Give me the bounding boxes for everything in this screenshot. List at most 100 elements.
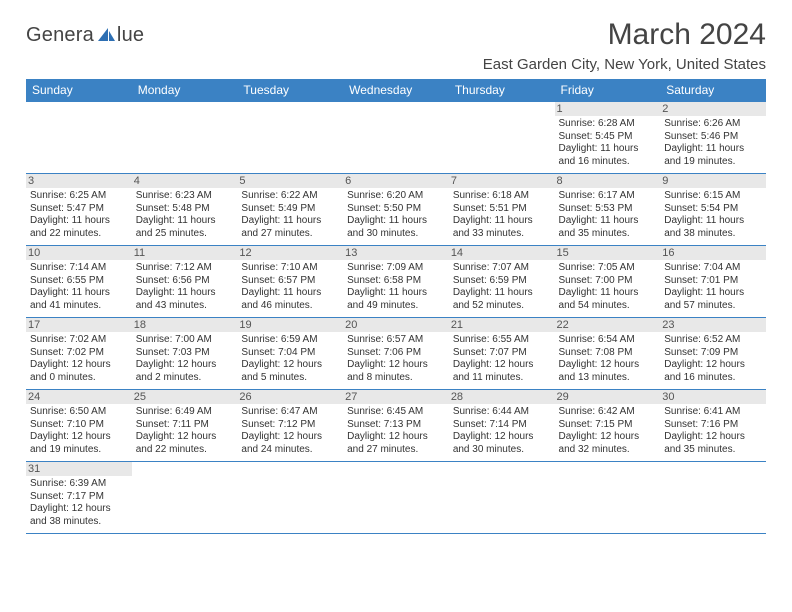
daylight-line: Daylight: 12 hours and 0 minutes. — [30, 359, 128, 384]
calendar-cell: 20Sunrise: 6:57 AMSunset: 7:06 PMDayligh… — [343, 318, 449, 390]
sunset-line: Sunset: 7:15 PM — [559, 419, 657, 432]
daylight-line: Daylight: 11 hours and 35 minutes. — [559, 215, 657, 240]
day-number: 31 — [26, 462, 132, 476]
day-number: 11 — [132, 246, 238, 260]
calendar-row: 3Sunrise: 6:25 AMSunset: 5:47 PMDaylight… — [26, 174, 766, 246]
sunrise-line: Sunrise: 6:50 AM — [30, 406, 128, 419]
calendar-cell: 13Sunrise: 7:09 AMSunset: 6:58 PMDayligh… — [343, 246, 449, 318]
sunrise-line: Sunrise: 7:07 AM — [453, 262, 551, 275]
sunrise-line: Sunrise: 6:55 AM — [453, 334, 551, 347]
day-details: Sunrise: 7:07 AMSunset: 6:59 PMDaylight:… — [453, 262, 551, 312]
sunset-line: Sunset: 7:07 PM — [453, 347, 551, 360]
logo: Genera lue — [26, 24, 144, 47]
daylight-line: Daylight: 11 hours and 19 minutes. — [664, 143, 762, 168]
daylight-line: Daylight: 12 hours and 2 minutes. — [136, 359, 234, 384]
calendar-cell: 14Sunrise: 7:07 AMSunset: 6:59 PMDayligh… — [449, 246, 555, 318]
day-number: 7 — [449, 174, 555, 188]
calendar-row: 1Sunrise: 6:28 AMSunset: 5:45 PMDaylight… — [26, 102, 766, 174]
day-details: Sunrise: 6:45 AMSunset: 7:13 PMDaylight:… — [347, 406, 445, 456]
daylight-line: Daylight: 11 hours and 49 minutes. — [347, 287, 445, 312]
sunrise-line: Sunrise: 6:15 AM — [664, 190, 762, 203]
sunset-line: Sunset: 7:10 PM — [30, 419, 128, 432]
day-details: Sunrise: 6:54 AMSunset: 7:08 PMDaylight:… — [559, 334, 657, 384]
day-number: 19 — [237, 318, 343, 332]
daylight-line: Daylight: 12 hours and 13 minutes. — [559, 359, 657, 384]
calendar-row: 24Sunrise: 6:50 AMSunset: 7:10 PMDayligh… — [26, 390, 766, 462]
sunset-line: Sunset: 5:46 PM — [664, 131, 762, 144]
day-details: Sunrise: 6:42 AMSunset: 7:15 PMDaylight:… — [559, 406, 657, 456]
calendar-cell: 18Sunrise: 7:00 AMSunset: 7:03 PMDayligh… — [132, 318, 238, 390]
sunset-line: Sunset: 6:57 PM — [241, 275, 339, 288]
calendar-cell: 17Sunrise: 7:02 AMSunset: 7:02 PMDayligh… — [26, 318, 132, 390]
calendar-cell: 16Sunrise: 7:04 AMSunset: 7:01 PMDayligh… — [660, 246, 766, 318]
sunset-line: Sunset: 6:58 PM — [347, 275, 445, 288]
day-details: Sunrise: 6:18 AMSunset: 5:51 PMDaylight:… — [453, 190, 551, 240]
sunrise-line: Sunrise: 6:57 AM — [347, 334, 445, 347]
day-details: Sunrise: 6:23 AMSunset: 5:48 PMDaylight:… — [136, 190, 234, 240]
daylight-line: Daylight: 11 hours and 46 minutes. — [241, 287, 339, 312]
calendar-cell: 1Sunrise: 6:28 AMSunset: 5:45 PMDaylight… — [555, 102, 661, 174]
calendar-cell: 6Sunrise: 6:20 AMSunset: 5:50 PMDaylight… — [343, 174, 449, 246]
calendar-cell: 2Sunrise: 6:26 AMSunset: 5:46 PMDaylight… — [660, 102, 766, 174]
daylight-line: Daylight: 11 hours and 25 minutes. — [136, 215, 234, 240]
daylight-line: Daylight: 12 hours and 16 minutes. — [664, 359, 762, 384]
sunset-line: Sunset: 7:02 PM — [30, 347, 128, 360]
day-details: Sunrise: 6:25 AMSunset: 5:47 PMDaylight:… — [30, 190, 128, 240]
calendar-cell-empty — [132, 462, 238, 534]
day-details: Sunrise: 6:57 AMSunset: 7:06 PMDaylight:… — [347, 334, 445, 384]
day-details: Sunrise: 6:20 AMSunset: 5:50 PMDaylight:… — [347, 190, 445, 240]
sunrise-line: Sunrise: 6:39 AM — [30, 478, 128, 491]
calendar-cell: 31 Sunrise: 6:39 AMSunset: 7:17 PMDayligh… — [26, 462, 132, 534]
daylight-line: Daylight: 11 hours and 57 minutes. — [664, 287, 762, 312]
sunset-line: Sunset: 7:06 PM — [347, 347, 445, 360]
day-details: Sunrise: 6:17 AMSunset: 5:53 PMDaylight:… — [559, 190, 657, 240]
sunrise-line: Sunrise: 6:20 AM — [347, 190, 445, 203]
sunrise-line: Sunrise: 6:25 AM — [30, 190, 128, 203]
day-number: 18 — [132, 318, 238, 332]
day-details: Sunrise: 6:39 AMSunset: 7:17 PMDaylight:… — [30, 478, 128, 528]
day-details: Sunrise: 7:02 AMSunset: 7:02 PMDaylight:… — [30, 334, 128, 384]
day-details: Sunrise: 6:50 AMSunset: 7:10 PMDaylight:… — [30, 406, 128, 456]
sunrise-line: Sunrise: 6:18 AM — [453, 190, 551, 203]
calendar-cell: 9Sunrise: 6:15 AMSunset: 5:54 PMDaylight… — [660, 174, 766, 246]
day-number: 16 — [660, 246, 766, 260]
header: Genera lue March 2024 East Garden City, … — [26, 18, 766, 73]
day-number: 8 — [555, 174, 661, 188]
day-number: 9 — [660, 174, 766, 188]
calendar-cell: 4 Sunrise: 6:23 AMSunset: 5:48 PMDaylight… — [132, 174, 238, 246]
calendar-cell-empty — [343, 462, 449, 534]
day-number: 30 — [660, 390, 766, 404]
sunrise-line: Sunrise: 7:09 AM — [347, 262, 445, 275]
sunset-line: Sunset: 7:03 PM — [136, 347, 234, 360]
daylight-line: Daylight: 12 hours and 19 minutes. — [30, 431, 128, 456]
calendar-cell: 27Sunrise: 6:45 AMSunset: 7:13 PMDayligh… — [343, 390, 449, 462]
sunrise-line: Sunrise: 6:45 AM — [347, 406, 445, 419]
day-number: 4 — [132, 174, 238, 188]
calendar-cell: 29Sunrise: 6:42 AMSunset: 7:15 PMDayligh… — [555, 390, 661, 462]
daylight-line: Daylight: 11 hours and 43 minutes. — [136, 287, 234, 312]
sunrise-line: Sunrise: 6:22 AM — [241, 190, 339, 203]
day-number: 12 — [237, 246, 343, 260]
sunset-line: Sunset: 5:53 PM — [559, 203, 657, 216]
day-details: Sunrise: 6:41 AMSunset: 7:16 PMDaylight:… — [664, 406, 762, 456]
sunset-line: Sunset: 7:00 PM — [559, 275, 657, 288]
day-details: Sunrise: 7:14 AMSunset: 6:55 PMDaylight:… — [30, 262, 128, 312]
calendar-header-row: SundayMondayTuesdayWednesdayThursdayFrid… — [26, 79, 766, 102]
calendar-cell-empty — [343, 102, 449, 174]
calendar-cell: 23Sunrise: 6:52 AMSunset: 7:09 PMDayligh… — [660, 318, 766, 390]
sunrise-line: Sunrise: 7:10 AM — [241, 262, 339, 275]
sunrise-line: Sunrise: 6:23 AM — [136, 190, 234, 203]
calendar-cell: 19Sunrise: 6:59 AMSunset: 7:04 PMDayligh… — [237, 318, 343, 390]
sunset-line: Sunset: 5:49 PM — [241, 203, 339, 216]
calendar-cell: 10Sunrise: 7:14 AMSunset: 6:55 PMDayligh… — [26, 246, 132, 318]
day-details: Sunrise: 6:28 AMSunset: 5:45 PMDaylight:… — [559, 118, 657, 168]
daylight-line: Daylight: 11 hours and 16 minutes. — [559, 143, 657, 168]
sunset-line: Sunset: 5:45 PM — [559, 131, 657, 144]
weekday-header: Friday — [555, 79, 661, 102]
sunset-line: Sunset: 7:04 PM — [241, 347, 339, 360]
daylight-line: Daylight: 12 hours and 35 minutes. — [664, 431, 762, 456]
day-number: 24 — [26, 390, 132, 404]
daylight-line: Daylight: 11 hours and 22 minutes. — [30, 215, 128, 240]
location-subtitle: East Garden City, New York, United State… — [483, 56, 766, 73]
calendar-cell: 21Sunrise: 6:55 AMSunset: 7:07 PMDayligh… — [449, 318, 555, 390]
